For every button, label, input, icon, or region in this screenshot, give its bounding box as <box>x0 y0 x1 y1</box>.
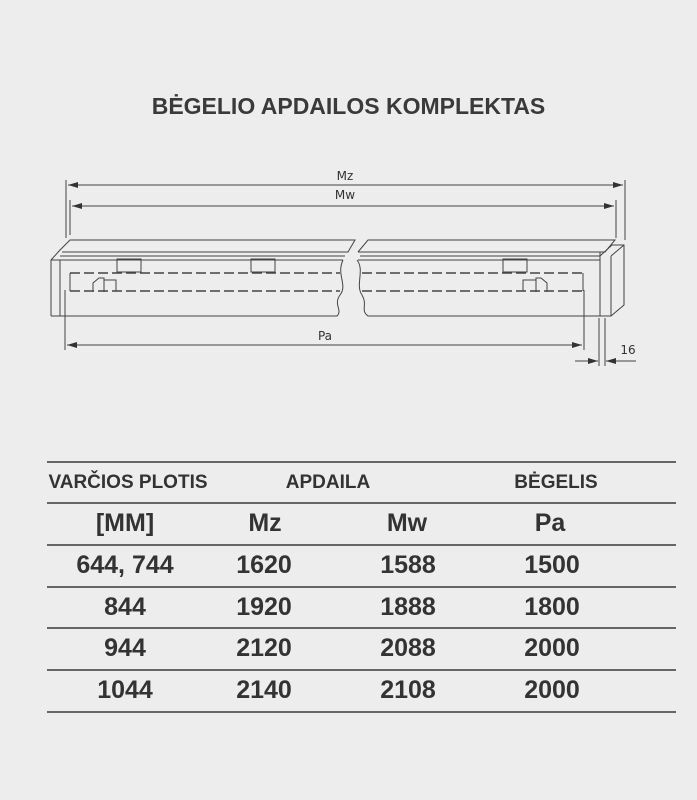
cell-pa: 1800 <box>524 593 580 621</box>
roller-left <box>92 277 117 292</box>
divider <box>47 669 676 671</box>
header-mw: Mw <box>386 509 428 537</box>
divider <box>47 502 676 504</box>
label-pa: Pa <box>318 329 332 343</box>
cell-pa: 2000 <box>524 634 580 662</box>
header-pa: Pa <box>534 509 566 537</box>
header-trim: APDAILA <box>285 472 371 493</box>
cell-width: 944 <box>104 634 146 662</box>
cell-mz: 2140 <box>236 676 292 704</box>
cell-width: 1044 <box>97 676 153 704</box>
divider <box>47 586 676 588</box>
cell-mw: 1888 <box>380 593 436 621</box>
cell-mz: 1920 <box>236 593 292 621</box>
divider <box>47 544 676 546</box>
roller-right <box>522 277 548 292</box>
cell-pa: 1500 <box>524 551 580 579</box>
label-mz: Mz <box>337 169 354 183</box>
divider <box>47 627 676 629</box>
cell-mz: 2120 <box>236 634 292 662</box>
bracket-2 <box>250 258 276 273</box>
header-door-width: VARČIOS PLOTIS <box>48 472 208 493</box>
header-unit: [MM] <box>95 509 155 537</box>
cell-mw: 2108 <box>380 676 436 704</box>
cell-width: 844 <box>104 593 146 621</box>
rail-diagram: Mz Mw Pa 16 <box>50 169 636 366</box>
cell-width: 644, 744 <box>76 551 174 579</box>
bracket-3 <box>502 258 528 273</box>
label-16: 16 <box>620 343 635 357</box>
divider <box>47 461 676 463</box>
cell-pa: 2000 <box>524 676 580 704</box>
rail-right-part <box>356 239 625 317</box>
rail-left-part <box>50 239 356 317</box>
cell-mw: 1588 <box>380 551 436 579</box>
header-mz: Mz <box>248 509 282 537</box>
header-rail: BĖGELIS <box>514 472 598 493</box>
divider <box>47 711 676 713</box>
cell-mz: 1620 <box>236 551 292 579</box>
bracket-1 <box>116 258 142 273</box>
label-mw: Mw <box>335 188 355 202</box>
dimension-lines <box>64 180 636 366</box>
cell-mw: 2088 <box>380 634 436 662</box>
page-title: BĖGELIO APDAILOS KOMPLEKTAS <box>151 93 546 119</box>
